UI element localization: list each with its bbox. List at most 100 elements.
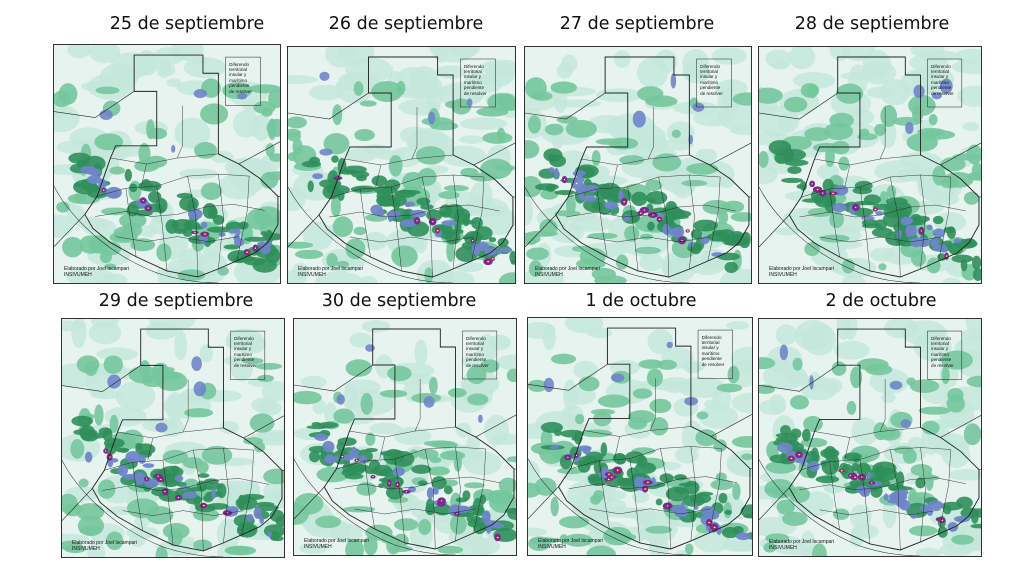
note-line: pendiente [931, 357, 952, 363]
note-line: insular y [466, 346, 484, 352]
note-line: de resolver [931, 90, 954, 96]
note-line: insular y [701, 345, 719, 351]
map-credit: Elaborado por Joel Iscampari INSIVUMEH [769, 539, 834, 551]
note-line: de resolver [234, 362, 257, 368]
note-line: marítimo [234, 351, 252, 357]
map-canvas [759, 319, 981, 556]
note-line: pendiente [931, 85, 952, 91]
panel-date-title: 26 de septiembre [328, 14, 484, 34]
note-line: marítimo [931, 351, 949, 357]
note-line: marítimo [229, 77, 248, 83]
note-line: pendiente [701, 356, 722, 362]
map-credit: Elaborado por Joel Iscampari INSIVUMEH [72, 540, 137, 552]
note-line: marítimo [701, 350, 720, 356]
agency-text: INSIVUMEH [769, 545, 797, 551]
note-line: territorial [931, 340, 949, 346]
map-canvas [528, 318, 752, 555]
note-line: marítimo [700, 79, 719, 85]
credit-text: Elaborado por Joel Iscampari [298, 266, 364, 272]
precipitation-map: Diferendo territorial insular y marítimo pen… [758, 318, 982, 557]
territorial-dispute-note: Diferendo territorial insular y marítimo pen… [466, 336, 489, 368]
note-line: de resolver [931, 362, 954, 368]
territorial-dispute-note: Diferendo territorial insular y marítimo pen… [234, 336, 257, 368]
map-credit: Elaborado por Joel Iscampari INSIVUMEH [535, 266, 600, 278]
territorial-dispute-note: Diferendo territorial insular y marítimo pen… [229, 62, 252, 94]
panel-date-title: 30 de septiembre [321, 291, 477, 311]
precipitation-map: Diferendo territorial insular y marítimo pen… [293, 318, 517, 556]
map-credit: Elaborado por Joel Iscampari INSIVUMEH [64, 266, 129, 278]
agency-text: INSIVUMEH [538, 544, 566, 550]
note-line: insular y [700, 74, 718, 80]
map-credit: Elaborado por Joel Iscampari INSIVUMEH [298, 266, 363, 278]
note-line: de resolver [463, 90, 487, 96]
credit-text: Elaborado por Joel Iscampari [304, 538, 370, 544]
note-line: pendiente [234, 357, 255, 363]
note-line: Diferendo [229, 61, 250, 67]
map-canvas [62, 319, 284, 557]
map-credit: Elaborado por Joel Iscampari INSIVUMEH [769, 266, 834, 278]
note-line: marítimo [931, 79, 949, 85]
note-line: pendiente [466, 357, 487, 363]
note-line: insular y [229, 72, 247, 78]
map-canvas [288, 47, 515, 283]
panel-date-title: 29 de septiembre [98, 291, 254, 311]
territorial-dispute-note: Diferendo territorial insular y marítimo pen… [931, 336, 954, 368]
precipitation-map: Diferendo territorial insular y marítimo pen… [61, 318, 285, 558]
panel-date-title: 1 de octubre [585, 291, 697, 311]
note-line: Diferendo [466, 335, 486, 341]
panel-date-title: 2 de octubre [825, 291, 937, 311]
note-line: territorial [700, 68, 719, 74]
map-canvas [294, 319, 516, 555]
note-line: territorial [229, 67, 248, 73]
map-canvas [54, 45, 280, 283]
note-line: territorial [463, 68, 482, 74]
territorial-dispute-note: Diferendo territorial insular y marítimo pen… [464, 64, 487, 96]
agency-text: INSIVUMEH [72, 546, 100, 552]
precipitation-map: Diferendo territorial insular y marítimo pen… [527, 317, 753, 556]
agency-text: INSIVUMEH [298, 272, 326, 278]
note-line: territorial [234, 341, 252, 347]
note-line: marítimo [466, 351, 484, 357]
agency-text: INSIVUMEH [535, 272, 563, 278]
note-line: Diferendo [234, 335, 254, 341]
note-line: de resolver [700, 90, 723, 96]
note-line: Diferendo [701, 334, 722, 340]
note-line: marítimo [463, 79, 482, 85]
note-line: insular y [931, 346, 949, 352]
note-line: de resolver [229, 88, 252, 94]
credit-text: Elaborado por Joel Iscampari [769, 539, 835, 545]
note-line: Diferendo [931, 335, 951, 341]
note-line: Diferendo [463, 63, 484, 69]
map-credit: Elaborado por Joel Iscampari INSIVUMEH [538, 538, 603, 550]
note-line: insular y [234, 346, 252, 352]
note-line: Diferendo [931, 63, 951, 69]
note-line: Diferendo [700, 63, 721, 69]
note-line: de resolver [701, 361, 725, 367]
note-line: pendiente [229, 83, 250, 89]
map-canvas [759, 47, 981, 283]
panel-date-title: 28 de septiembre [794, 14, 950, 34]
note-line: territorial [931, 68, 949, 74]
credit-text: Elaborado por Joel Iscampari [64, 266, 130, 272]
agency-text: INSIVUMEH [304, 544, 332, 550]
agency-text: INSIVUMEH [769, 272, 797, 278]
note-line: insular y [463, 74, 482, 80]
territorial-dispute-note: Diferendo territorial insular y marítimo pen… [702, 335, 725, 367]
note-line: territorial [466, 340, 484, 346]
map-canvas [525, 47, 751, 283]
territorial-dispute-note: Diferendo territorial insular y marítimo pen… [931, 64, 954, 96]
note-line: insular y [931, 74, 949, 80]
precipitation-map: Diferendo territorial insular y marítimo pen… [524, 46, 752, 284]
map-credit: Elaborado por Joel Iscampari INSIVUMEH [304, 538, 369, 550]
note-line: territorial [701, 339, 720, 345]
precipitation-map: Diferendo territorial insular y marítimo pen… [287, 46, 516, 284]
precipitation-map: Diferendo territorial insular y marítimo pen… [53, 44, 281, 284]
agency-text: INSIVUMEH [64, 272, 92, 278]
panel-date-title: 27 de septiembre [559, 14, 715, 34]
panel-date-title: 25 de septiembre [109, 14, 265, 34]
credit-text: Elaborado por Joel Iscampari [769, 266, 835, 272]
credit-text: Elaborado por Joel Iscampari [72, 540, 138, 546]
precipitation-map: Diferendo territorial insular y marítimo pen… [758, 46, 982, 284]
note-line: pendiente [700, 85, 721, 91]
credit-text: Elaborado por Joel Iscampari [538, 538, 604, 544]
